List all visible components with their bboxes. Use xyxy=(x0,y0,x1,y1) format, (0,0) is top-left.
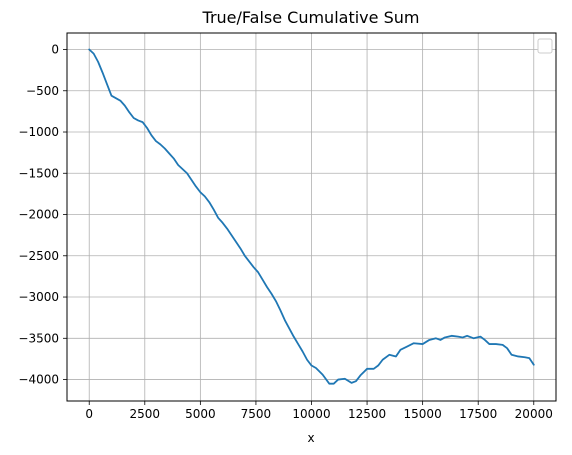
y-tick-label: −2500 xyxy=(18,249,59,263)
x-tick-label: 12500 xyxy=(348,407,386,421)
x-axis-ticks: 0 2500 5000 7500 10000 12500 15000 17500 20000 xyxy=(85,401,553,421)
chart-title: True/False Cumulative Sum xyxy=(202,8,420,27)
x-tick-label: 10000 xyxy=(292,407,330,421)
y-tick-label: −1000 xyxy=(18,125,59,139)
y-axis-ticks: 0 −500 −1000 −1500 −2000 −2500 −3000 −3500 −4000 xyxy=(18,43,67,387)
legend-box xyxy=(537,38,553,54)
series-line-0 xyxy=(88,48,535,385)
y-tick-label: −2000 xyxy=(18,208,59,222)
series-group xyxy=(88,48,535,385)
x-tick-label: 15000 xyxy=(404,407,442,421)
x-tick-label: 2500 xyxy=(130,407,161,421)
x-axis-label: x xyxy=(307,431,314,445)
y-tick-label: −3000 xyxy=(18,290,59,304)
y-tick-label: −4000 xyxy=(18,373,59,387)
x-tick-label: 5000 xyxy=(185,407,216,421)
x-tick-label: 20000 xyxy=(515,407,553,421)
x-tick-label: 17500 xyxy=(459,407,497,421)
y-tick-label: 0 xyxy=(51,43,59,57)
y-tick-label: −1500 xyxy=(18,166,59,180)
x-tick-label: 0 xyxy=(85,407,93,421)
y-tick-label: −500 xyxy=(26,84,59,98)
x-tick-label: 7500 xyxy=(241,407,272,421)
y-tick-label: −3500 xyxy=(18,331,59,345)
